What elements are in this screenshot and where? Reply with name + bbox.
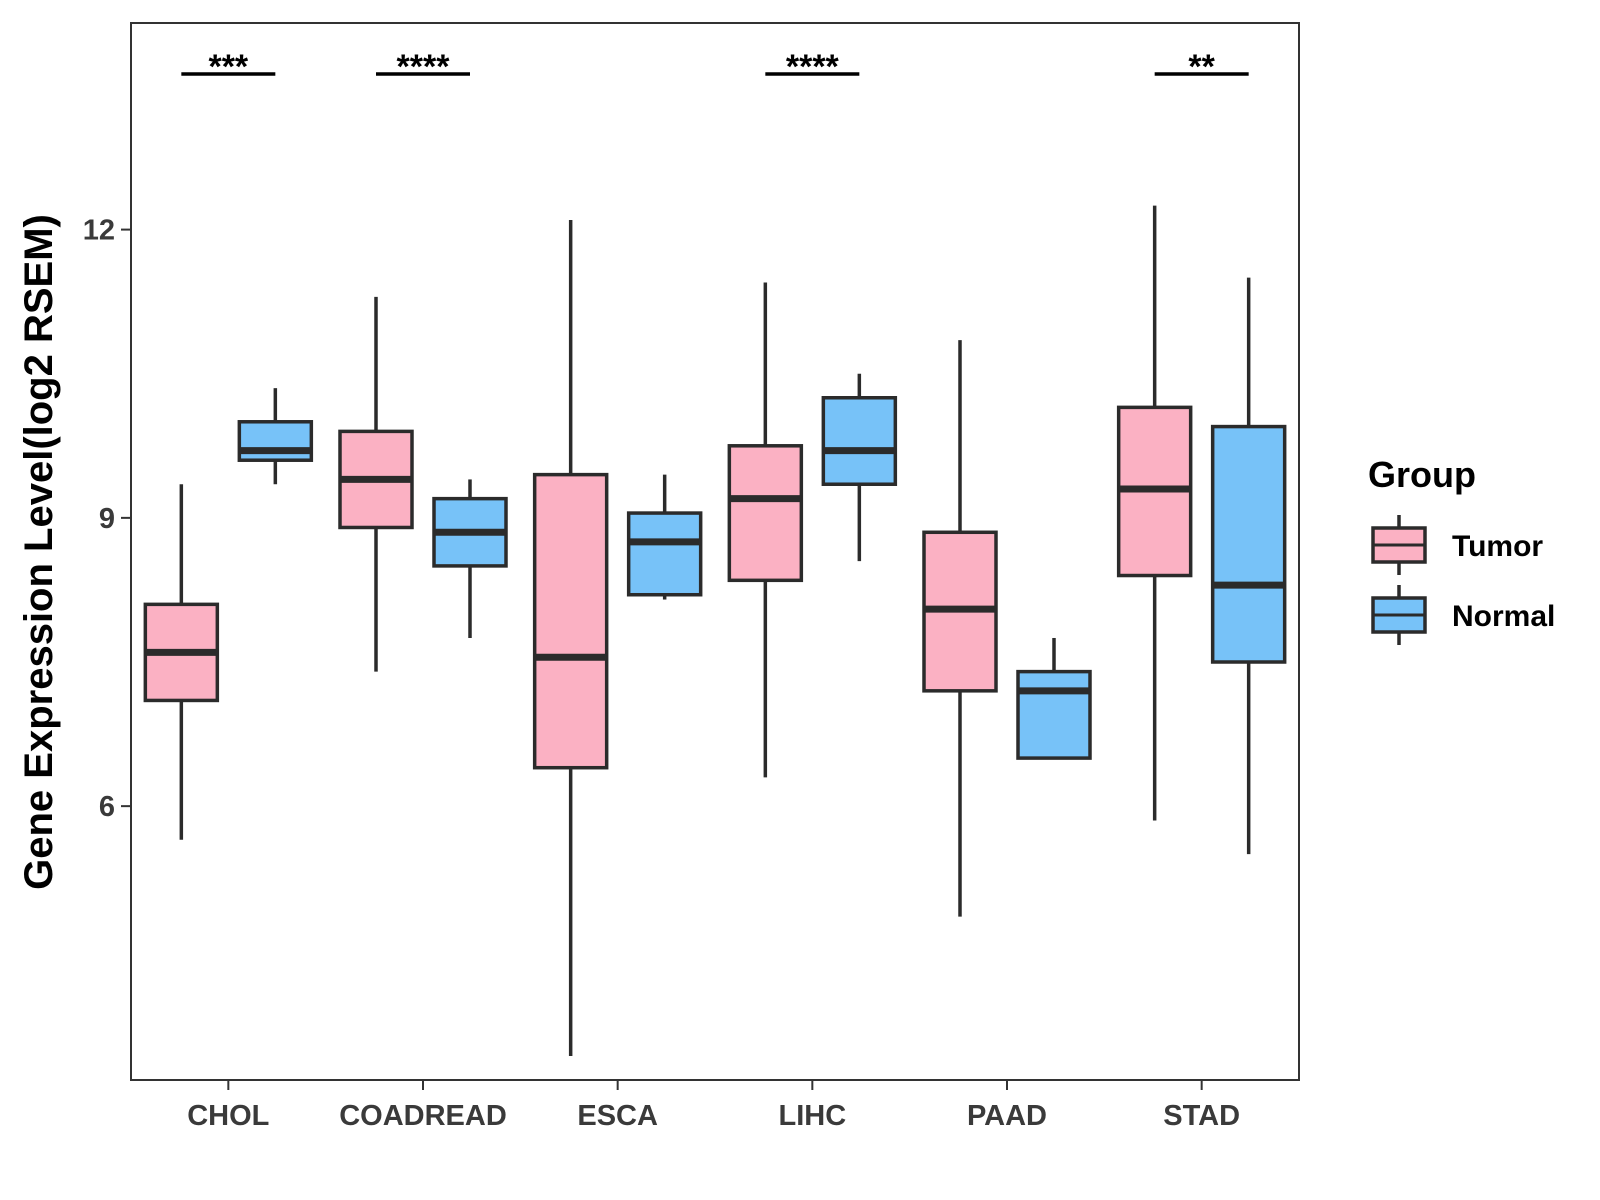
box-group-stad-normal (1210, 277, 1287, 855)
box-stad-normal (1210, 424, 1287, 664)
box-group-chol-normal (237, 388, 314, 485)
box-group-coadread-tumor (338, 296, 414, 672)
legend-label-normal: Normal (1452, 600, 1555, 633)
box-esca-normal (626, 511, 703, 597)
y-tick-label-9: 9 (99, 503, 115, 535)
y-tick-label-6: 6 (99, 791, 115, 823)
legend-label-tumor: Tumor (1452, 530, 1543, 563)
box-esca-tumor (532, 472, 609, 770)
box-group-stad-tumor (1116, 205, 1193, 821)
y-axis-title: Gene Expression Level(log2 RSEM) (17, 214, 61, 890)
x-tick-label-paad: PAAD (967, 1100, 1047, 1132)
x-tick-label-coadread: COADREAD (339, 1100, 507, 1132)
x-tick-label-stad: STAD (1163, 1100, 1240, 1132)
box-group-paad-tumor (922, 340, 998, 917)
box-chol-normal (237, 420, 314, 462)
legend-item-tumor: Tumor (1371, 515, 1543, 575)
x-tick-label-esca: ESCA (577, 1100, 658, 1132)
box-group-coadread-normal (432, 479, 508, 638)
plot-panel-border (130, 22, 1300, 1081)
box-group-lihc-normal (821, 373, 898, 562)
legend-title: Group (1368, 454, 1476, 495)
y-tick-label-12: 12 (83, 215, 115, 247)
sig-label-coadread: **** (397, 48, 451, 86)
box-group-esca-tumor (532, 219, 609, 1056)
boxes-layer (143, 205, 1287, 1056)
y-axis: 6 9 12 (83, 215, 131, 823)
box-lihc-normal (821, 396, 898, 486)
legend-item-normal: Normal (1371, 585, 1555, 645)
box-lihc-tumor (727, 444, 804, 583)
legend: Group Tumor Normal (1368, 454, 1555, 645)
box-group-chol-tumor (143, 484, 220, 840)
box-paad-normal (1016, 669, 1092, 760)
x-tick-label-lihc: LIHC (778, 1100, 846, 1132)
sig-label-chol: *** (208, 48, 248, 86)
x-axis: CHOL COADREAD ESCA LIHC PAAD STAD (187, 1080, 1240, 1132)
sig-label-stad: ** (1188, 48, 1215, 86)
box-group-lihc-tumor (727, 282, 804, 778)
box-group-esca-normal (626, 474, 703, 600)
significance-layer: *** **** **** ** (181, 48, 1249, 86)
sig-label-lihc: **** (786, 48, 840, 86)
box-group-paad-normal (1016, 637, 1092, 760)
x-tick-label-chol: CHOL (187, 1100, 269, 1132)
